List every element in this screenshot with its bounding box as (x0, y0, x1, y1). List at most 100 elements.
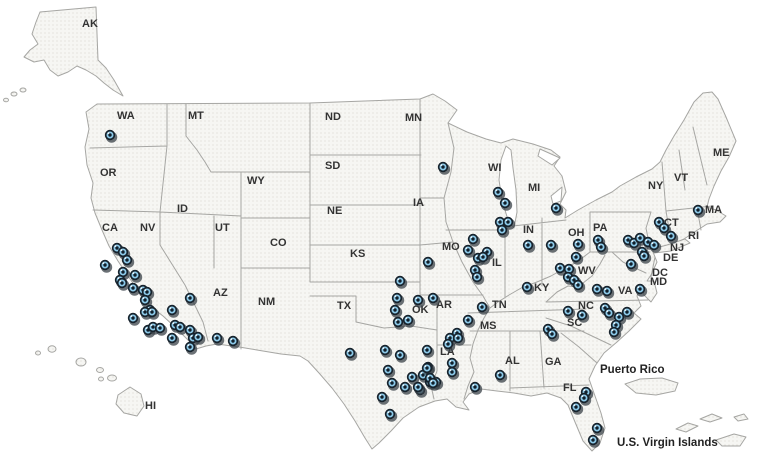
location-marker[interactable] (591, 283, 605, 297)
location-marker[interactable] (587, 434, 601, 448)
state-label-sd: SD (325, 160, 340, 172)
location-marker[interactable] (427, 377, 441, 391)
state-label-sc: SC (567, 317, 582, 329)
location-marker[interactable] (394, 349, 408, 363)
location-marker[interactable] (116, 277, 130, 291)
state-label-ok: OK (412, 304, 429, 316)
location-marker[interactable] (386, 377, 400, 391)
location-marker[interactable] (496, 224, 510, 238)
location-marker[interactable] (392, 316, 406, 330)
location-marker[interactable] (141, 286, 155, 300)
location-marker[interactable] (546, 328, 560, 342)
location-marker[interactable] (227, 335, 241, 349)
location-marker[interactable] (121, 254, 135, 268)
lake-michigan (498, 145, 518, 229)
location-marker[interactable] (638, 250, 652, 264)
location-marker[interactable] (476, 301, 490, 315)
location-marker[interactable] (578, 392, 592, 406)
location-marker[interactable] (471, 271, 485, 285)
location-marker[interactable] (384, 408, 398, 422)
location-marker[interactable] (344, 347, 358, 361)
location-marker[interactable] (621, 306, 635, 320)
location-marker[interactable] (477, 251, 491, 265)
location-marker[interactable] (452, 332, 466, 346)
location-marker[interactable] (399, 381, 413, 395)
location-marker[interactable] (665, 230, 679, 244)
location-marker[interactable] (129, 269, 143, 283)
location-marker[interactable] (570, 401, 584, 415)
location-marker[interactable] (572, 279, 586, 293)
straits-of-mackinac (537, 148, 561, 166)
location-marker[interactable] (521, 281, 535, 295)
location-marker[interactable] (391, 292, 405, 306)
location-marker[interactable] (462, 314, 476, 328)
aleutian-island (19, 87, 27, 93)
location-marker[interactable] (494, 369, 508, 383)
location-marker[interactable] (166, 332, 180, 346)
location-marker[interactable] (502, 216, 516, 230)
location-marker[interactable] (412, 294, 426, 308)
location-marker[interactable] (446, 366, 460, 380)
location-marker[interactable] (389, 304, 403, 318)
state-labels-group: AK WA OR CA NV ID MT WY UT CO AZ NM ND SD NE KS OK TX MN IA… (82, 18, 730, 412)
location-marker[interactable] (608, 326, 622, 340)
location-marker[interactable] (562, 305, 576, 319)
location-marker[interactable] (402, 314, 416, 328)
location-marker[interactable] (127, 282, 141, 296)
location-marker[interactable] (499, 197, 513, 211)
location-marker[interactable] (422, 256, 436, 270)
location-marker[interactable] (601, 285, 615, 299)
location-marker[interactable] (174, 321, 188, 335)
location-marker[interactable] (376, 391, 390, 405)
location-marker[interactable] (603, 307, 617, 321)
state-label-wi: WI (488, 162, 501, 174)
location-marker[interactable] (570, 251, 584, 265)
location-marker[interactable] (146, 306, 160, 320)
location-marker[interactable] (576, 309, 590, 323)
location-marker[interactable] (421, 362, 435, 376)
location-marker[interactable] (522, 239, 536, 253)
location-marker[interactable] (481, 246, 495, 260)
location-marker[interactable] (462, 244, 476, 258)
location-marker[interactable] (625, 258, 639, 272)
location-marker[interactable] (492, 186, 506, 200)
location-marker[interactable] (394, 275, 408, 289)
location-marker[interactable] (634, 283, 648, 297)
state-label-co: CO (270, 237, 287, 249)
state-label-dc: DC (652, 267, 668, 279)
state-label-ar: AR (436, 299, 452, 311)
location-marker[interactable] (99, 259, 113, 273)
location-marker[interactable] (406, 371, 420, 385)
location-marker[interactable] (442, 338, 456, 352)
location-marker[interactable] (117, 246, 131, 260)
state-label-de: DE (663, 252, 678, 264)
location-marker[interactable] (382, 364, 396, 378)
location-marker[interactable] (184, 341, 198, 355)
location-marker[interactable] (613, 311, 627, 325)
location-marker[interactable] (591, 422, 605, 436)
location-marker[interactable] (648, 239, 662, 253)
location-marker[interactable] (437, 161, 451, 175)
location-marker[interactable] (572, 238, 586, 252)
location-marker[interactable] (469, 381, 483, 395)
location-marker[interactable] (379, 344, 393, 358)
location-marker[interactable] (692, 204, 706, 218)
location-marker[interactable] (166, 304, 180, 318)
location-marker[interactable] (545, 239, 559, 253)
location-marker[interactable] (127, 312, 141, 326)
state-label-nd: ND (325, 111, 341, 123)
location-marker[interactable] (550, 202, 564, 216)
location-marker[interactable] (427, 292, 441, 306)
location-marker[interactable] (192, 331, 206, 345)
location-marker[interactable] (184, 292, 198, 306)
location-marker[interactable] (563, 263, 577, 277)
alaska-shape (23, 6, 124, 97)
location-marker[interactable] (104, 129, 118, 143)
location-marker[interactable] (595, 241, 609, 255)
location-marker[interactable] (412, 381, 426, 395)
location-marker[interactable] (154, 322, 168, 336)
location-marker[interactable] (467, 233, 481, 247)
location-marker[interactable] (211, 332, 225, 346)
location-marker[interactable] (421, 344, 435, 358)
continental-us-shape (84, 91, 737, 452)
